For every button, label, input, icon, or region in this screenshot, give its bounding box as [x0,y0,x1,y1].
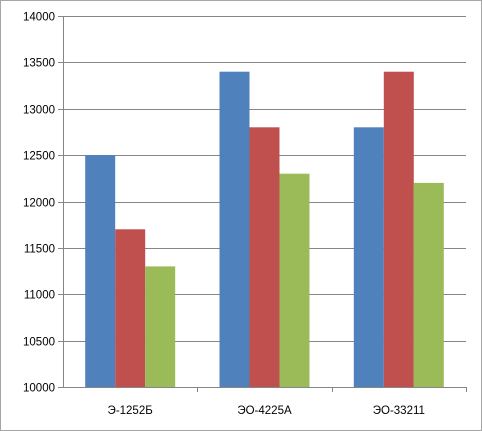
y-tick-label: 10500 [23,337,55,349]
bar [413,182,444,387]
y-tick-label: 10000 [23,383,55,395]
y-tick-label: 13500 [23,58,55,70]
bar [249,127,280,388]
bar [85,155,116,387]
y-tick-label: 11000 [24,290,55,302]
bar [219,71,250,387]
bar [279,173,310,387]
y-tick-label: 13000 [23,105,55,117]
x-category-label: ЭО-4225А [237,405,292,417]
axes [58,16,467,392]
bars [85,71,444,388]
x-category-labels: Э-1252Б ЭО-4225А ЭО-33211 [108,405,425,417]
bar [145,266,176,387]
y-tick-label: 11500 [24,244,55,256]
x-category-label: ЭО-33211 [373,405,425,417]
y-tick-labels: 10000 10500 11000 11500 12000 12500 13000 13500… [23,12,55,395]
bar [115,229,146,387]
y-tick-label: 14000 [23,12,55,24]
x-category-label: Э-1252Б [108,405,153,417]
y-tick-label: 12000 [23,198,55,210]
bar [383,71,414,387]
bar [353,127,384,388]
y-tick-label: 12500 [23,151,55,163]
